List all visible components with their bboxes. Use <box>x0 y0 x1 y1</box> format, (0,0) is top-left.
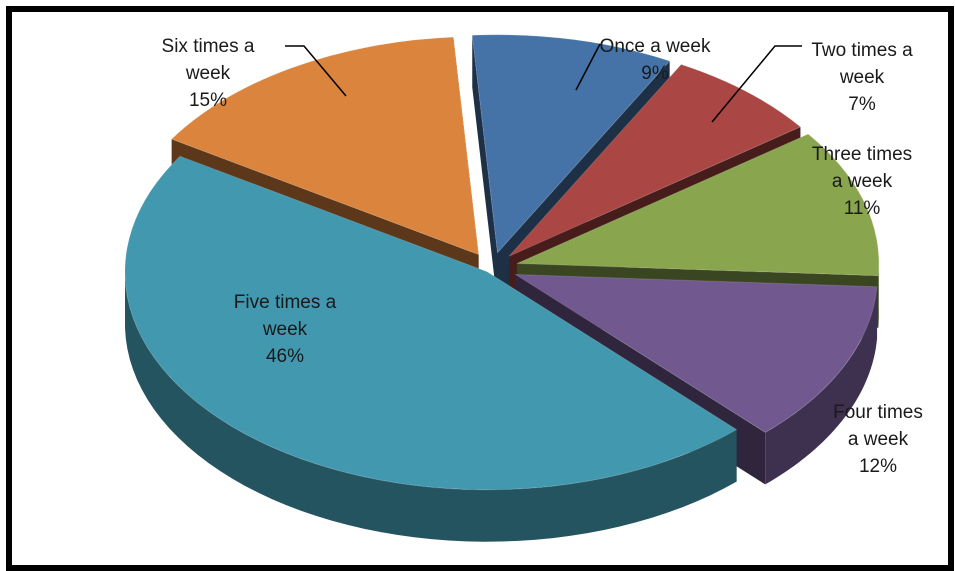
slice-percent: 46% <box>266 346 304 367</box>
slice-label-line: a week <box>848 429 909 450</box>
slice-label-line: Five times a <box>234 292 337 313</box>
pie-slice <box>170 36 480 256</box>
slice-label-line: a week <box>832 171 893 192</box>
pie-slice-side <box>878 260 879 328</box>
pie-slice-side <box>125 275 737 542</box>
slice-label: Two times a week 7% <box>811 40 913 115</box>
leader-line <box>575 43 601 91</box>
slice-label: Three times a week 11% <box>812 144 912 219</box>
pie-slice-inner-wall <box>472 35 498 305</box>
pie-slice <box>508 63 802 257</box>
slice-label-line: Four times <box>833 402 923 423</box>
slice-percent: 12% <box>859 456 897 477</box>
slice-percent: 7% <box>848 94 876 115</box>
slice-label: Five times a week 46% <box>234 292 337 367</box>
pie-slice-side <box>765 286 878 485</box>
leader-line <box>711 45 802 123</box>
slice-label-line: week <box>839 67 885 88</box>
slice-label-line: Two times a <box>811 40 913 61</box>
slice-percent: 11% <box>844 198 881 219</box>
pie-slice <box>471 34 671 254</box>
slice-percent: 15% <box>189 90 227 111</box>
slice-label: Once a week 9% <box>600 36 711 84</box>
slice-label: Six times a week 15% <box>162 36 255 111</box>
slice-label-line: Six times a <box>162 36 255 57</box>
slice-label-line: week <box>262 319 308 340</box>
pie-slice <box>513 273 878 433</box>
leader-line <box>285 45 347 97</box>
slice-percent: 9% <box>641 63 669 84</box>
slice-label-line: week <box>185 63 231 84</box>
slice-label: Four times a week 12% <box>833 402 923 477</box>
pie-slice <box>124 155 738 491</box>
slice-label-line: Once a week <box>600 36 711 57</box>
slice-label-line: Three times <box>812 144 912 165</box>
pie-slice <box>516 133 880 277</box>
